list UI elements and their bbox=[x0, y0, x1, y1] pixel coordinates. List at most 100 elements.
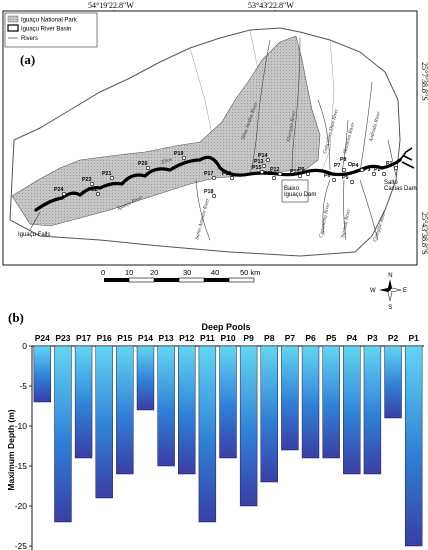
sampling-point-p9 bbox=[305, 172, 310, 177]
sampling-point-p12 bbox=[277, 172, 282, 177]
bar-p2 bbox=[384, 345, 402, 419]
sampling-point-p11 bbox=[271, 176, 276, 181]
sampling-point-p21 bbox=[110, 176, 115, 181]
sampling-point-label-p1: P1 bbox=[386, 161, 393, 167]
coord-right-bottom: 25°43′38.8″S bbox=[420, 212, 428, 255]
coord-right-top: 25°7′38.8″S bbox=[420, 62, 428, 101]
place-iguacu-falls: Iguaçu Falls bbox=[18, 232, 50, 238]
category-label-p6: P6 bbox=[305, 333, 316, 343]
y-tick-label: 0 bbox=[22, 341, 27, 351]
category-label-p2: P2 bbox=[388, 333, 399, 343]
bar-p14 bbox=[136, 345, 155, 411]
sampling-point-label-p22: P22 bbox=[88, 187, 97, 193]
sampling-point-label-p17: P17 bbox=[204, 171, 213, 177]
sampling-point-p8 bbox=[347, 162, 352, 167]
sampling-point-label-p6: P6 bbox=[324, 173, 331, 179]
sampling-point-label-p23: P23 bbox=[82, 177, 91, 183]
category-label-p11: P11 bbox=[200, 333, 215, 343]
sampling-point-p10 bbox=[297, 174, 302, 179]
bar-p5 bbox=[322, 345, 340, 459]
scale-tick-20: 20 bbox=[150, 268, 158, 277]
sampling-point-label-p12: P12 bbox=[270, 167, 279, 173]
sampling-point-p14 bbox=[265, 158, 270, 163]
legend-river-label: Rivers bbox=[21, 36, 38, 42]
chart-categories: P24 P23 P17 P16 P15 P14 P13 P12 P11 P10 P9 P8 P7 P6 P5… bbox=[35, 333, 419, 343]
sampling-point-p15 bbox=[259, 170, 264, 175]
sampling-point-p24 bbox=[61, 192, 66, 197]
scale-tick-0: 0 bbox=[101, 268, 105, 277]
chart-panel-label: (b) bbox=[8, 310, 24, 325]
sampling-point-label-p14: P14 bbox=[258, 153, 267, 159]
compass-s: S bbox=[388, 305, 392, 311]
category-label-p5: P5 bbox=[326, 333, 337, 343]
sampling-point-p2 bbox=[381, 172, 386, 177]
sampling-point-p5 bbox=[349, 180, 354, 185]
category-label-p7: P7 bbox=[285, 333, 296, 343]
category-label-p4: P4 bbox=[347, 333, 358, 343]
river-label-elias: Elias bbox=[160, 157, 173, 167]
legend-basin-label: Iguaçu River Basin bbox=[21, 27, 71, 33]
coord-top-right: 53°43′22.8″W bbox=[248, 1, 294, 10]
compass-w: W bbox=[370, 288, 376, 294]
sampling-point-label-p11: P11 bbox=[264, 171, 273, 177]
place-baixo-dam: Baixo Iguaçu Dam bbox=[284, 186, 316, 198]
sampling-point-p1 bbox=[393, 166, 398, 171]
sampling-point-p7 bbox=[341, 168, 346, 173]
sampling-point-p6 bbox=[331, 178, 336, 183]
category-label-p3: P3 bbox=[367, 333, 378, 343]
category-label-p13: P13 bbox=[159, 333, 174, 343]
category-label-p24: P24 bbox=[35, 333, 50, 343]
coord-top-left: 54°19′22.8″W bbox=[88, 1, 134, 10]
sampling-point-label-p20: P20 bbox=[138, 161, 147, 167]
map-panel-label: (a) bbox=[20, 52, 35, 67]
sampling-point-label-p4: P4 bbox=[352, 163, 359, 169]
sampling-point-label-p7: P7 bbox=[334, 163, 341, 169]
bar-p11 bbox=[198, 345, 217, 523]
compass-n: N bbox=[388, 273, 392, 279]
sampling-point-p3 bbox=[371, 172, 376, 177]
river-label-floriano: Floriano River bbox=[286, 109, 298, 143]
category-label-p14: P14 bbox=[138, 333, 153, 343]
bar-p24 bbox=[33, 345, 52, 403]
category-label-p8: P8 bbox=[264, 333, 275, 343]
chart-y-axis-label: Maximum Depth (m) bbox=[6, 409, 16, 490]
iguacu-national-park bbox=[11, 35, 321, 227]
sampling-point-label-p15: P15 bbox=[252, 165, 261, 171]
bar-p23 bbox=[54, 345, 72, 523]
sampling-point-p13 bbox=[261, 164, 266, 169]
bar-p3 bbox=[363, 345, 382, 475]
sampling-point-p18 bbox=[212, 194, 217, 199]
category-label-p23: P23 bbox=[55, 333, 70, 343]
bar-p7 bbox=[281, 345, 299, 451]
bar-p16 bbox=[95, 345, 113, 499]
sampling-point-label-p10: P10 bbox=[290, 169, 299, 175]
scale-tick-50: 50 km bbox=[240, 268, 260, 277]
y-tick-label: -10 bbox=[15, 421, 28, 431]
y-tick-label: -15 bbox=[15, 461, 28, 471]
sampling-point-p22 bbox=[96, 192, 101, 197]
bar-p8 bbox=[260, 345, 278, 483]
scale-tick-40: 40 bbox=[211, 268, 219, 277]
sampling-point-label-p5: P5 bbox=[342, 175, 349, 181]
place-salto-caxias-dam: Salto Caxias Dam bbox=[384, 180, 417, 192]
sampling-point-p23 bbox=[90, 182, 95, 187]
iguacu-river-basin bbox=[9, 27, 401, 257]
sampling-point-label-p19: P19 bbox=[174, 151, 183, 157]
sampling-point-label-p13: P13 bbox=[254, 159, 263, 165]
chart-bars bbox=[33, 345, 423, 547]
sampling-point-p20 bbox=[146, 166, 151, 171]
category-label-p12: P12 bbox=[179, 333, 194, 343]
sampling-point-label-p16: P16 bbox=[222, 171, 231, 177]
bar-p17 bbox=[74, 345, 93, 459]
sampling-point-p19 bbox=[182, 156, 187, 161]
sampling-point-label-p8: P8 bbox=[340, 157, 347, 163]
chart-panel: (b) Deep Pools Maximum Depth (m) P24 P23 P… bbox=[6, 310, 424, 550]
compass-e: E bbox=[403, 288, 407, 294]
legend-park-label: Iguaçu National Park bbox=[21, 18, 78, 24]
sampling-point-label-p9: P9 bbox=[298, 167, 305, 173]
bar-p12 bbox=[178, 345, 196, 475]
compass-rose: N S E W bbox=[370, 273, 407, 311]
bar-p13 bbox=[157, 345, 175, 467]
